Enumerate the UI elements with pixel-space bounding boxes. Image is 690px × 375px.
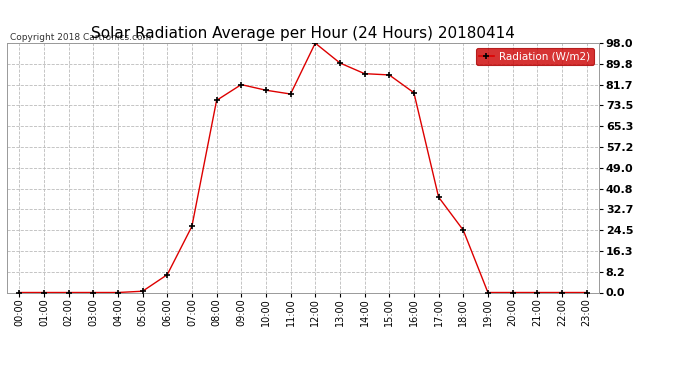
Title: Solar Radiation Average per Hour (24 Hours) 20180414: Solar Radiation Average per Hour (24 Hou… [91, 26, 515, 40]
Text: Copyright 2018 Cartronics.com: Copyright 2018 Cartronics.com [10, 33, 151, 42]
Legend: Radiation (W/m2): Radiation (W/m2) [475, 48, 593, 64]
